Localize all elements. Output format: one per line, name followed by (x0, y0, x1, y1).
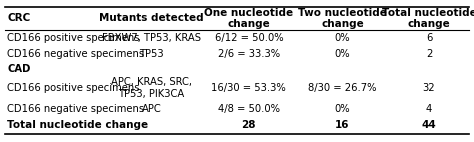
Text: 28: 28 (242, 120, 256, 130)
Text: 16: 16 (335, 120, 350, 130)
Text: CAD: CAD (7, 64, 30, 74)
Text: Mutants detected: Mutants detected (100, 13, 204, 23)
Text: 8/30 = 26.7%: 8/30 = 26.7% (308, 83, 377, 93)
Text: 4: 4 (426, 104, 432, 114)
Text: CD166 positive specimens: CD166 positive specimens (7, 33, 140, 43)
Text: 0%: 0% (335, 49, 350, 59)
Text: 2: 2 (426, 49, 432, 59)
Text: TP53: TP53 (139, 49, 164, 59)
Text: CD166 negative specimens: CD166 negative specimens (7, 49, 144, 59)
Text: 2/6 = 33.3%: 2/6 = 33.3% (218, 49, 280, 59)
Text: 0%: 0% (335, 33, 350, 43)
Text: Total nucleotide change: Total nucleotide change (7, 120, 148, 130)
Text: 4/8 = 50.0%: 4/8 = 50.0% (218, 104, 280, 114)
Text: APC: APC (142, 104, 162, 114)
Text: 44: 44 (421, 120, 437, 130)
Text: 32: 32 (423, 83, 435, 93)
Text: APC, KRAS, SRC,
TP53, PIK3CA: APC, KRAS, SRC, TP53, PIK3CA (111, 77, 192, 99)
Text: CRC: CRC (7, 13, 30, 23)
Text: 16/30 = 53.3%: 16/30 = 53.3% (211, 83, 286, 93)
Text: Total nucleotide
change: Total nucleotide change (382, 8, 474, 29)
Text: 6/12 = 50.0%: 6/12 = 50.0% (215, 33, 283, 43)
Text: Two nucleotide
change: Two nucleotide change (298, 8, 387, 29)
Text: FBXW7, TP53, KRAS: FBXW7, TP53, KRAS (102, 33, 201, 43)
Text: 0%: 0% (335, 104, 350, 114)
Text: CD166 negative specimens: CD166 negative specimens (7, 104, 144, 114)
Text: One nucleotide
change: One nucleotide change (204, 8, 293, 29)
Text: CD166 positive specimens: CD166 positive specimens (7, 83, 140, 93)
Text: 6: 6 (426, 33, 432, 43)
